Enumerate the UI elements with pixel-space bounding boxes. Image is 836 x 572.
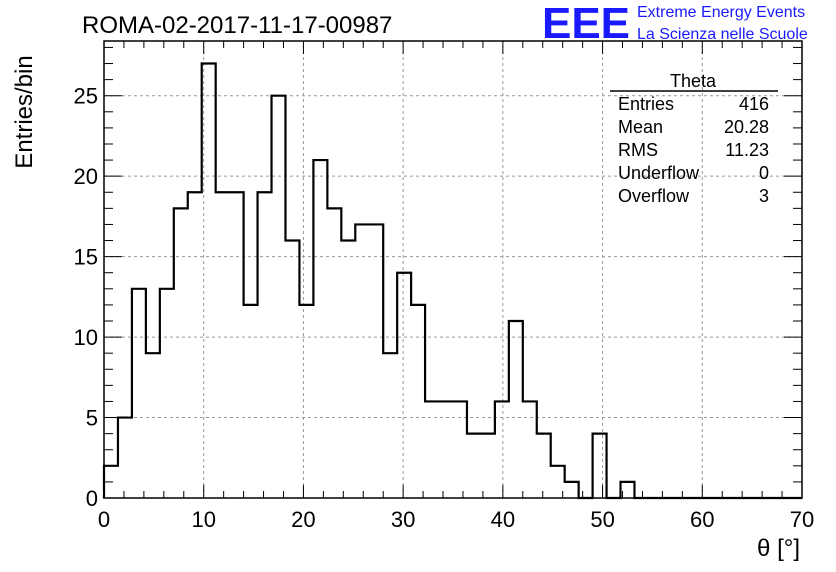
y-tick-label: 5 <box>86 406 98 431</box>
stats-row-value: 3 <box>759 186 769 206</box>
x-tick-label: 30 <box>391 507 415 532</box>
stats-row-label: Overflow <box>618 186 690 206</box>
stats-title: Theta <box>670 71 717 91</box>
stats-box: Theta Entries 416 Mean 20.28 RMS 11.23 Underfl… <box>610 71 778 206</box>
x-tick-label: 20 <box>291 507 315 532</box>
logo-line1: Extreme Energy Events <box>637 4 805 21</box>
y-tick-label: 0 <box>86 486 98 511</box>
x-tick-label: 60 <box>690 507 714 532</box>
stats-row-value: 11.23 <box>725 140 769 160</box>
stats-row-label: Entries <box>618 94 674 114</box>
x-tick-label: 10 <box>191 507 215 532</box>
plot-frame-bg <box>104 41 802 498</box>
plot-frame <box>103 40 803 499</box>
x-tick-label: 70 <box>790 507 814 532</box>
stats-row-value: 416 <box>739 94 769 114</box>
x-axis-label: θ [°] <box>757 535 800 562</box>
y-tick-label: 20 <box>74 164 98 189</box>
logo-mark: EEE <box>542 0 630 48</box>
experiment-logo: EEE Extreme Energy Events La Scienza nel… <box>542 0 808 48</box>
y-tick-label: 25 <box>74 84 98 109</box>
stats-row-label: Underflow <box>618 163 700 183</box>
chart-title: ROMA-02-2017-11-17-00987 <box>82 12 392 39</box>
x-tick-label: 0 <box>98 507 110 532</box>
histogram-bins <box>102 62 802 500</box>
y-tick-label: 10 <box>74 325 98 350</box>
y-tick-label: 15 <box>74 245 98 270</box>
stats-row-label: RMS <box>618 140 658 160</box>
stats-row-value: 0 <box>759 163 769 183</box>
x-tick-label: 40 <box>491 507 515 532</box>
grid <box>104 41 802 498</box>
y-axis-label: Entries/bin <box>11 55 38 168</box>
stats-row-label: Mean <box>618 117 663 137</box>
x-tick-label: 50 <box>590 507 614 532</box>
histogram-outline <box>102 62 802 500</box>
logo-line2: La Scienza nelle Scuole <box>637 26 808 43</box>
stats-rows: Entries 416 Mean 20.28 RMS 11.23 Underflow 0 Ove… <box>618 94 769 206</box>
stats-row-value: 20.28 <box>724 117 769 137</box>
